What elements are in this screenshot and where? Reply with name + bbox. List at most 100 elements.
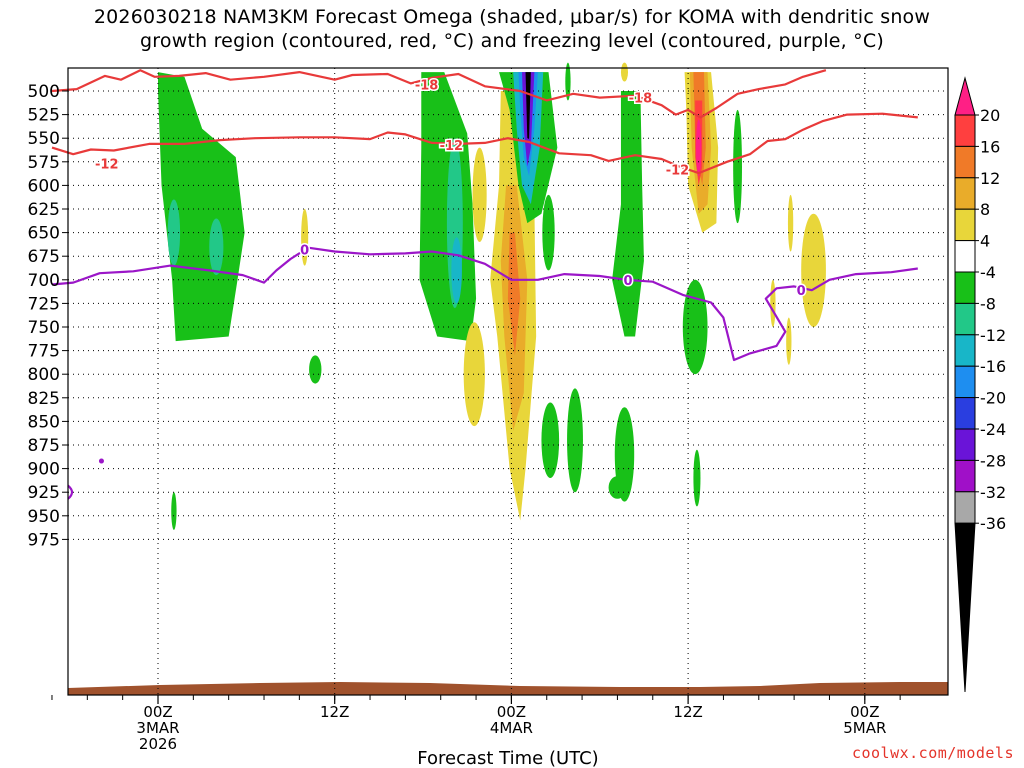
omega-area bbox=[525, 72, 531, 139]
colorbar-label: -28 bbox=[980, 451, 1006, 470]
omega-area bbox=[801, 213, 826, 327]
y-tick-label: 625 bbox=[28, 200, 60, 220]
temperature-contours: -18 -18 -12 -12 -12 0 0 0 bbox=[51, 69, 918, 500]
contour-label: 0 bbox=[797, 284, 806, 299]
omega-area bbox=[770, 279, 776, 327]
x-tick-label: 00Z bbox=[850, 703, 879, 721]
omega-area bbox=[541, 402, 560, 479]
axes: 500 525 550 575 600 625 650 675 700 725 750 775 800 8… bbox=[28, 67, 949, 753]
x-tick-label: 5MAR bbox=[843, 719, 886, 737]
y-tick-label: 900 bbox=[28, 460, 60, 480]
freezing-level-dot bbox=[98, 458, 104, 464]
colorbar-segment bbox=[954, 145, 976, 179]
colorbar-label: 20 bbox=[980, 106, 1000, 125]
contour-label: -12 bbox=[440, 139, 464, 154]
colorbar-segment bbox=[954, 271, 976, 304]
colorbar-segment bbox=[954, 114, 976, 147]
y-tick-label: 850 bbox=[28, 412, 60, 432]
contour-label: 0 bbox=[623, 274, 632, 289]
y-tick-label: 550 bbox=[28, 129, 60, 149]
omega-area bbox=[612, 91, 644, 337]
omega-area bbox=[309, 355, 322, 384]
y-tick-label: 975 bbox=[28, 530, 60, 550]
omega-area bbox=[696, 119, 702, 176]
y-tick-label: 525 bbox=[28, 106, 60, 126]
x-tick-label: 2026 bbox=[139, 735, 177, 753]
omega-area bbox=[451, 237, 462, 304]
colorbar-label: 8 bbox=[980, 200, 990, 219]
y-tick-label: 800 bbox=[28, 365, 60, 385]
x-tick-label: 12Z bbox=[673, 703, 702, 721]
colorbar-label: -12 bbox=[980, 326, 1006, 345]
colorbar-segment bbox=[954, 491, 976, 524]
colorbar-label: -36 bbox=[980, 514, 1006, 533]
colorbar-label: -8 bbox=[980, 294, 996, 313]
omega-area bbox=[608, 476, 627, 499]
omega-area bbox=[786, 317, 792, 365]
colorbar-label: -20 bbox=[980, 389, 1006, 408]
colorbar-segment bbox=[954, 334, 976, 367]
plot-frame bbox=[67, 67, 949, 696]
colorbar-segment bbox=[954, 302, 976, 336]
terrain-fill bbox=[68, 682, 948, 695]
y-tick-label: 675 bbox=[28, 247, 60, 267]
omega-area bbox=[620, 62, 629, 82]
contour-label: -18 bbox=[415, 78, 439, 93]
omega-area bbox=[463, 322, 485, 427]
colorbar-arrow-top bbox=[954, 76, 976, 116]
y-tick-label: 950 bbox=[28, 507, 60, 527]
colorbar-arrow-bottom bbox=[954, 522, 976, 693]
x-tick-label: 00Z bbox=[143, 703, 172, 721]
colorbar-label: -32 bbox=[980, 483, 1006, 502]
y-tick-label: 825 bbox=[28, 389, 60, 409]
colorbar-segment bbox=[954, 240, 976, 273]
omega-area bbox=[787, 194, 794, 252]
y-tick-label: 700 bbox=[28, 271, 60, 291]
omega-area bbox=[472, 147, 487, 243]
colorbar: 20 16 12 8 4 -4 -8 -12 -16 -20 -24 -28 -32 -36 bbox=[954, 76, 1006, 693]
y-tick-label: 725 bbox=[28, 294, 60, 314]
y-tick-label: 925 bbox=[28, 483, 60, 503]
colorbar-label: -4 bbox=[980, 263, 996, 282]
y-tick-label: 575 bbox=[28, 153, 60, 173]
x-axis-label: Forecast Time (UTC) bbox=[417, 748, 598, 768]
x-tick-label: 12Z bbox=[320, 703, 349, 721]
colorbar-label: 16 bbox=[980, 137, 1000, 156]
colorbar-segment bbox=[954, 428, 976, 461]
isotherm-freezing-edge bbox=[67, 484, 74, 500]
credit-text: coolwx.com/models bbox=[851, 744, 1014, 762]
contour-label: -18 bbox=[629, 92, 653, 107]
isotherm-minus12 bbox=[51, 112, 918, 175]
isotherm-minus18 bbox=[51, 69, 827, 119]
colorbar-label: -16 bbox=[980, 357, 1006, 376]
omega-area bbox=[158, 72, 245, 342]
y-tick-label: 600 bbox=[28, 176, 60, 196]
colorbar-segment bbox=[954, 397, 976, 430]
x-tick-label: 4MAR bbox=[490, 719, 533, 737]
x-tick-label: 00Z bbox=[497, 703, 526, 721]
omega-area bbox=[171, 492, 177, 530]
y-tick-label: 650 bbox=[28, 224, 60, 244]
colorbar-segment bbox=[954, 177, 976, 210]
y-tick-label: 775 bbox=[28, 342, 60, 362]
contour-label: 0 bbox=[300, 244, 309, 259]
omega-shading bbox=[158, 62, 826, 530]
omega-area bbox=[567, 388, 583, 493]
y-tick-label: 875 bbox=[28, 436, 60, 456]
contour-label: -12 bbox=[95, 158, 119, 173]
omega-area bbox=[209, 218, 224, 276]
terrain-area bbox=[68, 682, 948, 695]
colorbar-segment bbox=[954, 208, 976, 242]
chart-title-line2: growth region (contoured, red, °C) and f… bbox=[140, 30, 884, 52]
y-tick-label: 750 bbox=[28, 318, 60, 338]
y-tick-label: 500 bbox=[28, 82, 60, 102]
colorbar-segment bbox=[954, 365, 976, 399]
colorbar-label: -24 bbox=[980, 420, 1006, 439]
colorbar-segment bbox=[954, 459, 976, 493]
colorbar-label: 12 bbox=[980, 169, 1000, 188]
x-tick-label: 3MAR bbox=[136, 719, 179, 737]
colorbar-label: 4 bbox=[980, 232, 990, 251]
chart-title-line1: 2026030218 NAM3KM Forecast Omega (shaded… bbox=[93, 6, 931, 28]
isotherm-freezing bbox=[51, 246, 918, 362]
